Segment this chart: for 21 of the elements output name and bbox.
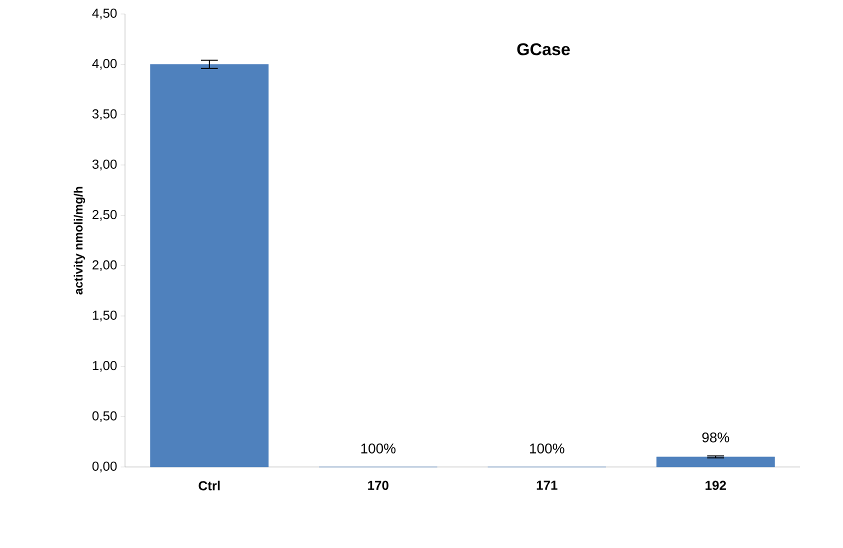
y-tick-label: 1,50: [92, 310, 117, 322]
x-tick-label: 170: [368, 480, 388, 490]
y-tick-label: 2,00: [92, 260, 117, 272]
annotation: 100%: [361, 444, 396, 454]
y-tick-label: 0,00: [92, 462, 117, 472]
y-tick-label: 0,50: [92, 411, 117, 422]
y-axis-title: activity nmoli/mg/h: [74, 186, 86, 294]
text: GCase: [517, 43, 570, 56]
y-tick-label: 2,50: [92, 210, 117, 221]
bar: [150, 64, 269, 468]
y-tick-label: 1,00: [92, 360, 117, 372]
x-tick-label: 171: [536, 480, 558, 490]
y-tick-label: 4,50: [92, 8, 117, 20]
bar: [656, 456, 775, 468]
annotation: 98%: [702, 432, 730, 442]
annotation: 100%: [530, 444, 564, 454]
x-tick-label: 192: [706, 480, 726, 490]
y-tick-label: 3,00: [92, 160, 117, 170]
y-tick-label: 4,00: [92, 58, 117, 70]
y-tick-label: 3,50: [92, 109, 117, 120]
x-tick-label: Ctrl: [198, 480, 220, 490]
